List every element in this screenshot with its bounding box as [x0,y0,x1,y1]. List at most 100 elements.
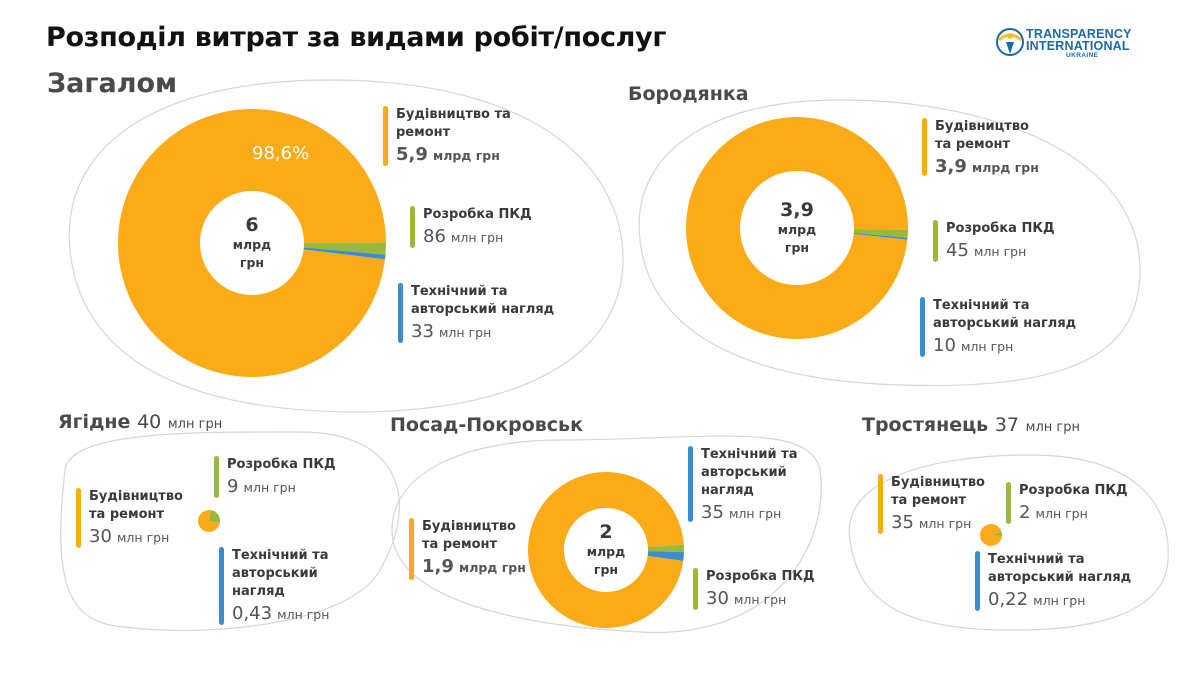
posad-legend-supervision: Технічний та авторський нагляд 35 млн гр… [688,446,801,527]
legend-unit: млн грн [439,325,492,340]
posad-panel-title: Посад-Покровськ [390,414,583,436]
legend-unit: млн грн [1035,506,1088,521]
legend-value: 0,22 [988,589,1029,610]
borodyanka-legend-design: Розробка ПКД 45 млн грн [933,220,1055,265]
slice-construction [979,524,1002,547]
posad-center-unit-2: грн [593,562,619,577]
legend-unit: млн грн [277,607,330,622]
yahidne-legend-construction: Будівництво та ремонт 30 млн грн [76,488,189,551]
slice-design [853,228,908,238]
total-panel-outline [68,79,624,413]
slice-construction [686,116,909,339]
legend-value: 30 [706,588,729,609]
legend-swatch [383,106,388,166]
legend-value: 86 [423,226,446,247]
legend-label: Технічний та авторський нагляд [232,548,329,599]
total-center-value: 6 [245,214,259,236]
posad-center-value: 2 [599,521,613,543]
legend-swatch [878,474,883,534]
slice-design [303,242,386,255]
legend-value: 10 [933,335,956,356]
total-donut-center: 6 млрд грн [233,214,271,272]
legend-unit: млн грн [1033,593,1086,608]
trostyanets-legend-supervision: Технічний та авторський нагляд 0,22 млн … [975,551,1173,614]
yahidne-panel-outline [60,431,400,632]
legend-unit: млн грн [919,516,972,531]
legend-label: Будівництво та ремонт [891,475,985,508]
logo-line-1: TRANSPARENCY [1026,27,1132,41]
legend-label: Технічний та авторський нагляд [411,284,555,317]
legend-value: 35 [701,502,724,523]
trostyanets-legend-design: Розробка ПКД 2 млн грн [1006,482,1128,527]
borodyanka-legend-supervision: Технічний та авторський нагляд 10 млн гр… [920,297,1118,360]
legend-value: 0,43 [232,603,273,624]
legend-swatch [920,297,925,357]
legend-label: Розробка ПКД [706,569,815,584]
legend-swatch [410,206,415,248]
trostyanets-title: Тростянець [862,414,989,436]
posad-panel-outline [391,435,822,633]
posad-donut-center: 2 млрд грн [587,521,625,579]
slice-construction [198,510,220,532]
total-center-unit-2: грн [239,255,265,270]
trostyanets-total-unit: млн грн [1025,420,1080,435]
borodyanka-panel-outline [638,99,1141,387]
legend-swatch [922,118,927,176]
legend-value: 35 [891,512,914,533]
legend-label: Технічний та авторський нагляд [701,447,798,498]
slice-construction [118,108,386,378]
legend-unit: млрд грн [458,560,526,575]
slice-design [209,510,220,522]
yahidne-legend-supervision: Технічний та авторський нагляд 0,43 млн … [219,547,332,628]
legend-label: Будівництво та ремонт [396,107,511,140]
trostyanets-panel-title: Тростянець 37 млн грн [862,414,1080,436]
legend-swatch [214,456,219,498]
total-legend-construction: Будівництво та ремонт 5,9 млрд грн [383,106,516,169]
total-panel-title: Загалом [47,68,178,99]
legend-label: Будівництво та ремонт [935,119,1029,152]
trostyanets-legend-construction: Будівництво та ремонт 35 млн грн [878,474,991,537]
legend-label: Розробка ПКД [227,457,336,472]
borodyanka-center-unit-1: млрд [777,222,817,237]
logo-icon [996,28,1024,56]
legend-label: Технічний та авторський нагляд [933,298,1077,331]
legend-value: 2 [1019,502,1031,523]
total-center-unit-1: млрд [232,237,272,252]
legend-value: 45 [946,240,969,261]
trostyanets-panel-outline [848,454,1169,631]
legend-unit: млн грн [734,592,787,607]
slice-supervision [303,247,386,260]
slice-supervision [853,233,908,240]
posad-center-unit-1: млрд [586,544,626,559]
slice-design [647,544,684,553]
posad-legend-design: Розробка ПКД 30 млн грн [693,568,815,613]
legend-label: Розробка ПКД [423,207,532,222]
trostyanets-total-value: 37 [994,414,1020,436]
legend-unit: млн грн [451,230,504,245]
logo: TRANSPARENCY INTERNATIONAL UKRAINE [1026,28,1132,60]
total-legend-supervision: Технічний та авторський нагляд 33 млн гр… [398,283,596,346]
borodyanka-center-value: 3,9 [780,199,814,221]
yahidne-total-unit: млн грн [167,417,223,432]
legend-swatch [409,518,414,580]
slice-supervision [647,551,684,561]
legend-value: 3,9 [935,156,967,177]
legend-swatch [693,568,698,610]
legend-value: 5,9 [396,144,428,165]
total-percent-label: 98,6% [252,143,310,164]
yahidne-panel-title: Ягідне 40 млн грн [58,411,222,433]
legend-label: Технічний та авторський нагляд [988,552,1132,585]
slice-design [991,531,1002,536]
slice-construction [528,472,684,629]
posad-legend-construction: Будівництво та ремонт 1,9 млрд грн [409,518,526,581]
total-legend-design: Розробка ПКД 86 млн грн [410,206,532,251]
borodyanka-donut-center: 3,9 млрд грн [778,199,816,257]
slice-supervision [209,521,220,522]
legend-value: 30 [89,526,112,547]
legend-value: 1,9 [422,556,454,577]
